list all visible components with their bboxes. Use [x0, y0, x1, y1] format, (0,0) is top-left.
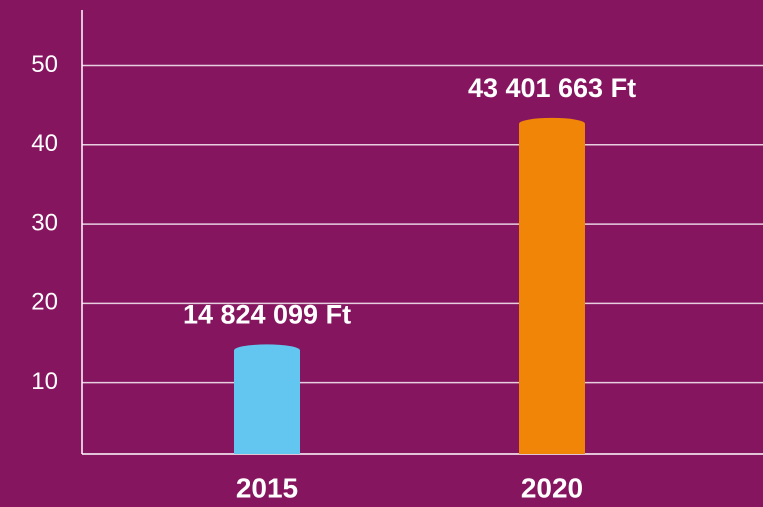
y-tick-label: 30 — [31, 209, 58, 236]
bar — [234, 344, 300, 454]
y-tick-label: 40 — [31, 130, 58, 157]
x-tick-label: 2015 — [236, 472, 298, 503]
y-tick-label: 10 — [31, 368, 58, 395]
value-label: 14 824 099 Ft — [183, 300, 351, 330]
bar — [519, 117, 585, 454]
y-tick-label: 50 — [31, 51, 58, 78]
x-tick-label: 2020 — [521, 472, 583, 503]
y-tick-label: 20 — [31, 289, 58, 316]
value-label: 43 401 663 Ft — [468, 73, 636, 103]
